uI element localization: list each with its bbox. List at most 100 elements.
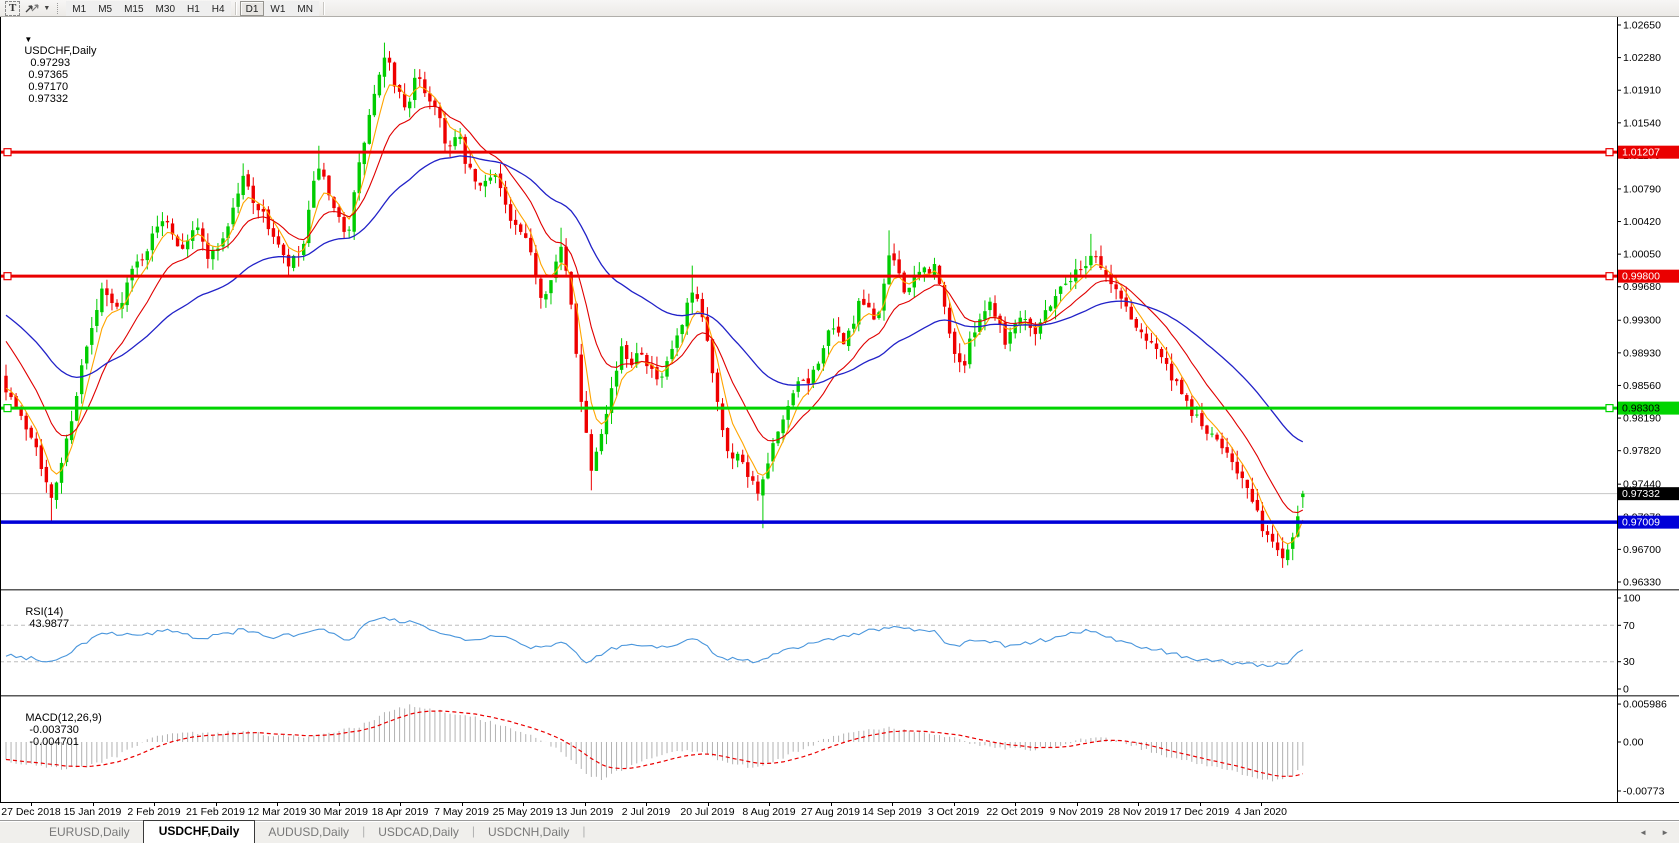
text-tool-button[interactable]: T	[5, 0, 21, 16]
timeframe-button-group: M1 M5 M15 M30 H1 H4 D1 W1 MN	[66, 0, 328, 16]
horizontal-line-0-98303[interactable]	[0, 404, 1617, 413]
horizontal-line-1-01207[interactable]	[0, 148, 1617, 157]
x-axis-tick	[707, 803, 709, 806]
macd-axis-label: 0.00	[1623, 737, 1644, 749]
line-handle[interactable]	[1605, 148, 1614, 157]
y-axis-tick-label: 0.96330	[1623, 576, 1661, 588]
price-axis[interactable]: 1.026501.022801.019101.015401.011701.007…	[0, 17, 1679, 802]
toolbar: T ▼ M1 M5 M15 M30 H1 H4 D1 W1 MN	[0, 0, 1679, 17]
x-axis-tick	[215, 803, 217, 806]
y-axis-tick-label: 0.96700	[1623, 544, 1661, 556]
timeframe-button-m30[interactable]: M30	[149, 0, 181, 16]
y-axis-tick-label: 1.02650	[1623, 20, 1661, 32]
y-axis-tick-label: 0.98930	[1623, 347, 1661, 359]
arrows-icon	[25, 4, 39, 13]
svg-text:0.99800: 0.99800	[1622, 271, 1660, 283]
chart-window: 1.026501.022801.019101.015401.011701.007…	[0, 17, 1679, 843]
line-handle[interactable]	[3, 148, 12, 157]
tabs-scroll-right-button[interactable]: ►	[1661, 828, 1669, 837]
toolbar-separator	[234, 1, 236, 15]
tab-usdcnh-daily[interactable]: USDCNH,Daily	[488, 825, 570, 839]
x-axis-date-label: 17 Dec 2019	[1169, 806, 1230, 818]
x-axis-tick	[1261, 803, 1262, 806]
rsi-axis-label: 100	[1623, 593, 1641, 605]
x-axis-date-label: 25 May 2019	[492, 806, 554, 818]
x-axis-tick	[154, 803, 155, 806]
chart-canvas[interactable]: 1.026501.022801.019101.015401.011701.007…	[0, 17, 1679, 802]
timeframe-button-d1[interactable]: D1	[239, 0, 265, 16]
dropdown-caret-icon: ▼	[43, 4, 51, 12]
tab-audusd-daily[interactable]: AUDUSD,Daily	[268, 825, 350, 839]
x-axis-tick	[31, 803, 32, 806]
x-axis-tick	[523, 803, 524, 806]
x-axis-date-label: 2 Feb 2019	[127, 806, 181, 818]
line-handle[interactable]	[3, 404, 12, 413]
y-axis-tick-label: 0.99300	[1623, 315, 1661, 327]
x-axis-date-label: 2 Jul 2019	[621, 806, 671, 818]
y-axis-tick-label: 0.97820	[1623, 445, 1661, 457]
tab-eurusd-daily[interactable]: EURUSD,Daily	[49, 825, 130, 839]
x-axis-date-label: 22 Oct 2019	[986, 806, 1044, 818]
svg-text:0.97009: 0.97009	[1622, 517, 1660, 529]
timeframe-button-h1[interactable]: H1	[181, 0, 206, 16]
panel-separator-2[interactable]	[0, 695, 1679, 697]
collapse-arrow-icon[interactable]: ▼	[24, 35, 33, 44]
x-axis-tick	[461, 803, 463, 806]
time-axis[interactable]: 27 Dec 2018 15 Jan 2019 2 Feb 2019 21 Feb 2…	[0, 802, 1679, 821]
tab-separator: |	[362, 823, 366, 838]
x-axis-date-label: 7 May 2019	[434, 806, 489, 818]
rsi-axis-label: 70	[1623, 620, 1635, 632]
x-axis-tick	[584, 803, 586, 806]
tab-usdcad-daily[interactable]: USDCAD,Daily	[378, 825, 459, 839]
panel-separator-1[interactable]	[0, 589, 1679, 591]
y-axis-tick-label: 0.98190	[1623, 413, 1661, 425]
x-axis-tick	[830, 803, 832, 806]
price-tag-0-98303: 0.98303	[1618, 401, 1679, 415]
x-axis-date-label: 27 Dec 2018	[1, 806, 61, 818]
line-handle[interactable]	[1605, 404, 1614, 413]
y-axis-tick-label: 1.01540	[1623, 117, 1661, 129]
tabs-scroll-left-button[interactable]: ◄	[1639, 828, 1648, 837]
x-axis-tick	[1199, 803, 1201, 806]
text-tool-icon: T	[9, 1, 17, 14]
x-axis-date-label: 3 Oct 2019	[927, 806, 980, 818]
y-axis-tick-label: 0.99680	[1623, 281, 1661, 293]
svg-text:0.98303: 0.98303	[1622, 403, 1660, 415]
x-axis-tick	[92, 803, 94, 806]
toolbar-separator	[322, 1, 324, 15]
x-axis-date-label: 14 Sep 2019	[862, 806, 922, 818]
svg-text:0.97332: 0.97332	[1622, 488, 1660, 500]
tab-usdchf-daily[interactable]: USDCHF,Daily	[142, 820, 256, 843]
timeframe-button-w1[interactable]: W1	[264, 0, 292, 16]
x-axis-tick	[277, 803, 278, 806]
x-axis-date-label: 20 Jul 2019	[680, 806, 735, 818]
macd-axis-label: -0.00773	[1623, 785, 1665, 797]
macd-panel	[5, 704, 1304, 782]
rsi-panel	[0, 616, 1617, 668]
timeframe-button-h4[interactable]: H4	[205, 0, 231, 16]
tab-separator: |	[471, 823, 475, 838]
horizontal-line-0-99800[interactable]	[0, 272, 1617, 281]
macd-axis-label: 0.005986	[1623, 699, 1667, 711]
timeframe-button-m15[interactable]: M15	[118, 0, 150, 16]
x-axis-tick	[892, 803, 893, 806]
rsi-axis-label: 30	[1623, 656, 1635, 668]
arrows-tool-button[interactable]: ▼	[20, 1, 54, 16]
y-axis-tick-label: 1.02280	[1623, 52, 1661, 64]
current-price-tag: 0.97332	[1618, 487, 1679, 501]
line-handle[interactable]	[1605, 272, 1614, 281]
x-axis-date-label: 30 Mar 2019	[309, 806, 368, 818]
ma-slow-line	[5, 155, 1304, 443]
line-handle[interactable]	[3, 272, 12, 281]
price-tag-0-97009: 0.97009	[1618, 515, 1679, 529]
timeframe-button-m5[interactable]: M5	[92, 0, 119, 16]
rsi-axis-label: 0	[1623, 684, 1629, 696]
timeframe-button-mn[interactable]: MN	[291, 0, 319, 16]
tab-scroll-buttons: ◄ ►	[1639, 828, 1669, 838]
x-axis-date-label: 21 Feb 2019	[186, 806, 245, 818]
toolbar-grip	[57, 2, 61, 14]
timeframe-button-m1[interactable]: M1	[66, 0, 93, 16]
price-tag-1-01207: 1.01207	[1618, 145, 1679, 159]
y-axis-tick-label: 1.00050	[1623, 249, 1661, 261]
